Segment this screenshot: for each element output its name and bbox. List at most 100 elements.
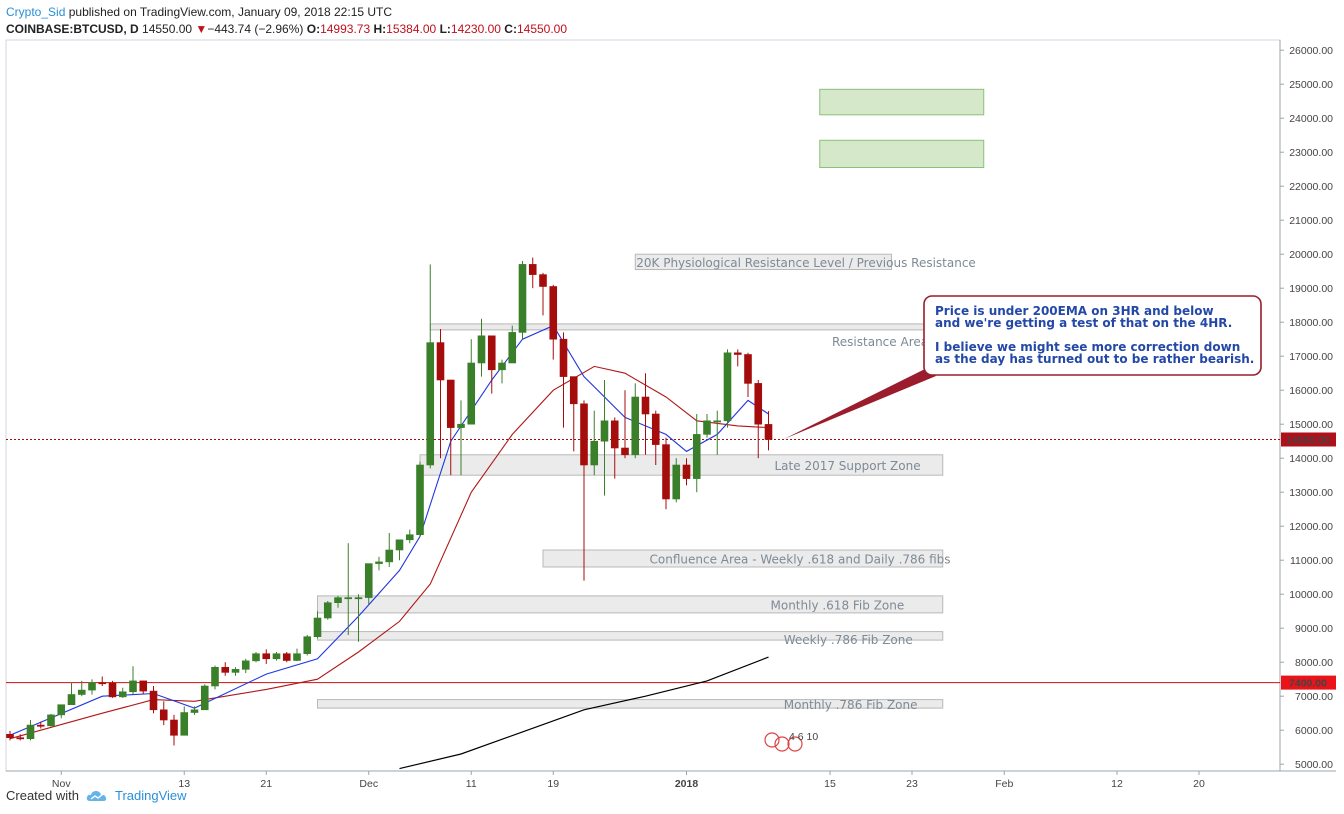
last-price-line-label-bg: [1281, 432, 1336, 447]
candle-body[interactable]: [98, 682, 107, 685]
candle-body[interactable]: [375, 561, 383, 564]
candle-body[interactable]: [713, 420, 722, 423]
support-zone-label: Late 2017 Support Zone: [775, 459, 921, 473]
candle-body[interactable]: [323, 602, 332, 619]
candle-body[interactable]: [703, 420, 711, 435]
candle-body[interactable]: [549, 286, 558, 340]
candle-body[interactable]: [436, 342, 445, 381]
watermark-logo-icon: [787, 736, 803, 752]
candle-body[interactable]: [241, 660, 250, 670]
candle-body[interactable]: [692, 434, 701, 479]
tradingview-brand-link[interactable]: TradingView: [114, 788, 187, 803]
candle-body[interactable]: [723, 352, 732, 422]
candle-body[interactable]: [170, 719, 178, 736]
candle-body[interactable]: [211, 666, 219, 687]
candle-body[interactable]: [354, 597, 363, 600]
candle-body[interactable]: [457, 423, 465, 428]
candle-body[interactable]: [118, 691, 127, 698]
monthly-618-zone-label: Monthly .618 Fib Zone: [771, 598, 905, 612]
candle-body[interactable]: [446, 379, 455, 428]
candle-body[interactable]: [539, 274, 547, 287]
candle-body[interactable]: [262, 653, 271, 660]
y-tick-label: 15000.00: [1289, 419, 1333, 431]
candle-body[interactable]: [426, 342, 435, 466]
candle-body[interactable]: [405, 534, 414, 541]
candle-body[interactable]: [221, 666, 230, 673]
y-tick-label: 14000.00: [1289, 453, 1333, 465]
analysis-note-line: I believe we might see more correction d…: [935, 340, 1240, 354]
candle-body[interactable]: [252, 653, 260, 662]
candle-body[interactable]: [88, 682, 96, 691]
candle-body[interactable]: [282, 653, 291, 661]
candle-body[interactable]: [682, 464, 691, 479]
candle-body[interactable]: [26, 724, 35, 739]
candle-body[interactable]: [651, 413, 660, 445]
resistance-area-zone-label: Resistance Area: [832, 335, 928, 349]
candle-body[interactable]: [641, 396, 650, 415]
target-zone-upper: [819, 88, 985, 116]
candle-body[interactable]: [733, 352, 742, 355]
candle-body[interactable]: [610, 420, 619, 449]
candle-body[interactable]: [662, 444, 670, 500]
candle-body[interactable]: [569, 376, 578, 405]
low-value: 14230.00: [450, 22, 501, 36]
candle-body[interactable]: [477, 335, 486, 364]
candle-body[interactable]: [395, 539, 404, 551]
candle-body[interactable]: [631, 396, 640, 456]
candle-body[interactable]: [672, 464, 681, 500]
candle-body[interactable]: [272, 653, 281, 660]
candle-body[interactable]: [129, 680, 137, 693]
candle-body[interactable]: [764, 424, 773, 440]
candle-body[interactable]: [364, 563, 373, 598]
candle-body[interactable]: [498, 362, 506, 371]
y-tick-label: 9000.00: [1295, 623, 1333, 635]
candle-body[interactable]: [180, 712, 189, 736]
candle-body[interactable]: [293, 653, 301, 661]
candle-body[interactable]: [36, 724, 45, 727]
candle-body[interactable]: [385, 549, 394, 563]
candle-body[interactable]: [621, 447, 629, 456]
candle-body[interactable]: [77, 689, 86, 695]
candle-body[interactable]: [57, 704, 66, 716]
author-link[interactable]: Crypto_Sid: [6, 5, 66, 19]
high-value: 15384.00: [386, 22, 437, 36]
close-label: C:: [504, 22, 517, 36]
chart-header: Crypto_Sid published on TradingView.com,…: [6, 4, 567, 38]
candle-body[interactable]: [303, 636, 312, 655]
candle-body[interactable]: [190, 709, 199, 713]
candle-body[interactable]: [487, 335, 496, 371]
candle-body[interactable]: [600, 420, 609, 442]
candle-body[interactable]: [416, 464, 424, 535]
level-7400-line-label: 7400.00: [1289, 678, 1327, 690]
candle-body[interactable]: [508, 332, 517, 364]
change-arrow-icon: ▼: [195, 22, 208, 36]
candle-body[interactable]: [139, 680, 148, 692]
candle-body[interactable]: [200, 685, 209, 711]
candle-body[interactable]: [580, 403, 588, 466]
candle-body[interactable]: [559, 338, 568, 377]
candle-body[interactable]: [313, 617, 322, 638]
x-tick-label: 19: [547, 778, 559, 790]
close-value: 14550.00: [516, 22, 568, 36]
candle-body[interactable]: [344, 597, 353, 600]
candle-body[interactable]: [334, 597, 342, 603]
candle-body[interactable]: [518, 264, 527, 333]
candle-body[interactable]: [528, 264, 537, 275]
candle-body[interactable]: [231, 669, 240, 673]
candle-body[interactable]: [754, 383, 763, 425]
candle-body[interactable]: [6, 733, 14, 738]
analysis-note-line: and we're getting a test of that on the …: [935, 316, 1232, 330]
candle-body[interactable]: [744, 354, 752, 384]
candle-body[interactable]: [467, 362, 476, 425]
candle-body[interactable]: [590, 440, 599, 466]
candle-body[interactable]: [149, 690, 158, 711]
candle-body[interactable]: [16, 737, 25, 740]
analysis-note-box: [923, 295, 1262, 376]
candle-body[interactable]: [67, 694, 76, 705]
psych-resistance-zone: [634, 253, 892, 270]
candle-body[interactable]: [159, 709, 168, 721]
watermark-logo-icon: [774, 736, 790, 752]
candle-body[interactable]: [108, 682, 117, 698]
candle-body[interactable]: [47, 714, 55, 727]
